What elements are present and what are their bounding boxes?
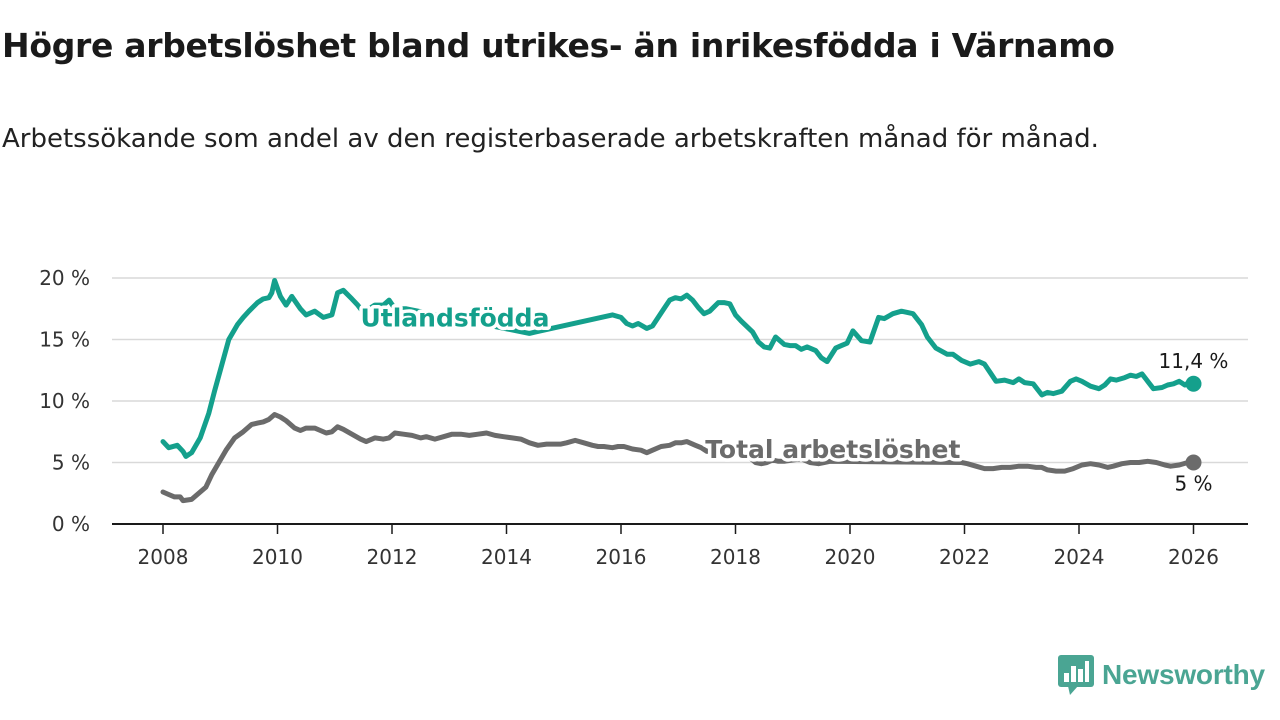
- series-end-marker-0: [1185, 375, 1202, 392]
- series-annotation-1: Total arbetslöshet: [705, 435, 960, 464]
- series-end-label-0: 11,4 %: [1159, 349, 1229, 373]
- x-tick-label: 2026: [1168, 545, 1219, 569]
- chart-subtitle: Arbetssökande som andel av den registerb…: [2, 124, 1099, 154]
- series-lines: [160, 278, 1202, 504]
- x-tick-label: 2018: [710, 545, 761, 569]
- brand-name: Newsworthy: [1102, 659, 1265, 690]
- x-tick-label: 2014: [481, 545, 532, 569]
- newsworthy-logo-icon: [1058, 655, 1094, 695]
- x-tick-label: 2008: [138, 545, 189, 569]
- y-tick-label: 5 %: [52, 451, 90, 475]
- y-tick-label: 10 %: [39, 389, 90, 413]
- series-line-1: [160, 412, 1196, 504]
- x-tick-label: 2024: [1054, 545, 1105, 569]
- series-annotation-0: Utlandsfödda: [360, 303, 549, 332]
- series-line-0: [160, 278, 1196, 459]
- grid-lines: [112, 277, 1248, 464]
- x-tick-label: 2012: [367, 545, 418, 569]
- y-tick-label: 0 %: [52, 512, 90, 536]
- brand-logo: Newsworthy: [1058, 654, 1265, 696]
- series-end-marker-1: [1185, 454, 1202, 471]
- series-labels: 11,4 % 5 % Utlandsfödda Total arbetslöshet: [357, 300, 1229, 496]
- x-tick-label: 2022: [939, 545, 990, 569]
- x-tick-label: 2010: [252, 545, 303, 569]
- series-end-label-1: 5 %: [1174, 472, 1212, 496]
- y-tick-label: 15 %: [39, 328, 90, 352]
- x-tick-label: 2016: [596, 545, 647, 569]
- axes: 0 % 5 % 10 % 15 % 20 % 2008 2010 2012 2014 2016 20…: [39, 266, 1248, 569]
- chart-title: Högre arbetslöshet bland utrikes- än inr…: [2, 26, 1115, 65]
- x-tick-label: 2020: [825, 545, 876, 569]
- y-tick-label: 20 %: [39, 266, 90, 290]
